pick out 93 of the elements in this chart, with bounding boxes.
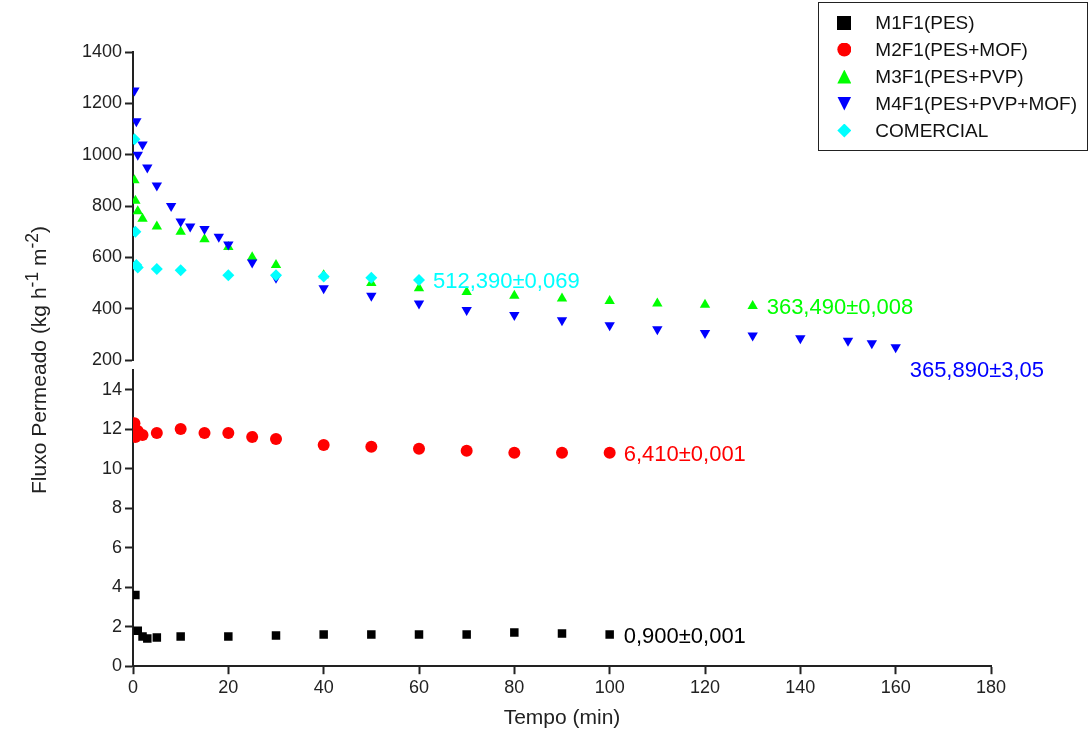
point	[198, 427, 211, 440]
x-axis-title: Tempo (min)	[503, 705, 621, 729]
x-tick-label: 0	[127, 676, 139, 697]
annotation: 0,900±0,001	[623, 622, 746, 648]
point	[317, 438, 330, 451]
point	[151, 182, 163, 192]
x-tick-label: 180	[975, 676, 1007, 697]
point	[199, 226, 210, 236]
point	[213, 233, 224, 243]
point	[317, 270, 330, 283]
y-tick-label: 10	[101, 457, 122, 478]
x-tick-label: 160	[880, 676, 911, 697]
point	[319, 630, 328, 639]
x-tick-label: 140	[785, 676, 816, 697]
point	[604, 322, 615, 332]
legend-label: M2F1(PES+MOF)	[875, 38, 1028, 61]
point	[174, 264, 187, 277]
point	[652, 326, 663, 336]
point	[509, 312, 520, 322]
point	[246, 430, 259, 443]
y-tick-label: 12	[101, 418, 122, 439]
point	[175, 218, 186, 228]
point	[137, 141, 148, 151]
point	[842, 337, 854, 347]
point	[365, 440, 378, 453]
point	[222, 427, 235, 440]
point	[747, 300, 758, 310]
y-tick-label: 14	[101, 378, 122, 399]
y-tick-label: 400	[91, 297, 122, 318]
point	[461, 306, 472, 316]
x-tick-label: 100	[594, 676, 625, 697]
point	[271, 631, 281, 640]
y-tick-label: 8	[111, 497, 122, 518]
y-tick-label: 2	[111, 615, 122, 636]
point	[367, 630, 376, 639]
x-tick-label: 80	[504, 676, 525, 697]
y-tick-label: 600	[91, 246, 122, 267]
point	[174, 423, 187, 436]
y-tick-label: 1400	[81, 40, 122, 61]
point	[557, 629, 567, 638]
point	[133, 118, 142, 128]
y-tick-label: 4	[111, 576, 122, 597]
legend-label: M3F1(PES+PVP)	[875, 65, 1024, 88]
annotation: 512,390±0,069	[433, 267, 580, 293]
point	[414, 630, 424, 639]
point	[366, 292, 377, 302]
point	[795, 335, 806, 345]
x-tick-label: 40	[313, 676, 334, 697]
point	[165, 203, 177, 212]
y-tick-label: 1200	[81, 92, 122, 113]
point	[556, 446, 568, 459]
x-tick-label: 120	[689, 676, 721, 697]
legend-label: M1F1(PES)	[875, 11, 975, 34]
point	[246, 259, 258, 269]
legend-label: M4F1(PES+PVP+MOF)	[875, 92, 1077, 115]
x-tick-label: 20	[218, 676, 239, 697]
point	[270, 432, 282, 445]
point	[603, 446, 616, 459]
y-tick-label: 0	[111, 655, 122, 676]
point	[866, 340, 878, 350]
point	[270, 269, 282, 282]
point	[699, 330, 711, 340]
x-tick-label: 60	[408, 676, 430, 697]
point	[152, 633, 162, 642]
point	[150, 262, 163, 275]
point	[890, 344, 901, 354]
point	[133, 205, 143, 215]
point	[510, 628, 519, 637]
annotation: 363,490±0,008	[766, 294, 914, 320]
point	[365, 271, 378, 284]
y-tick-label: 200	[91, 348, 122, 369]
point	[143, 634, 152, 643]
point	[133, 151, 143, 161]
annotation: 365,890±3,05	[909, 357, 1045, 383]
point	[413, 442, 425, 455]
point	[222, 269, 235, 282]
y-tick-label: 6	[111, 536, 122, 557]
point	[462, 630, 471, 639]
annotation: 6,410±0,001	[623, 440, 746, 466]
point	[318, 285, 329, 295]
point	[176, 632, 185, 641]
y-tick-label: 1000	[81, 143, 122, 164]
point	[133, 590, 140, 600]
point	[460, 444, 473, 457]
point	[605, 630, 614, 639]
legend-label: COMERCIAL	[875, 119, 989, 142]
point	[413, 273, 425, 286]
point	[150, 427, 163, 440]
point	[270, 259, 282, 269]
point	[556, 317, 568, 327]
point	[224, 632, 233, 641]
y-tick-label: 800	[91, 194, 122, 215]
point	[508, 446, 521, 459]
